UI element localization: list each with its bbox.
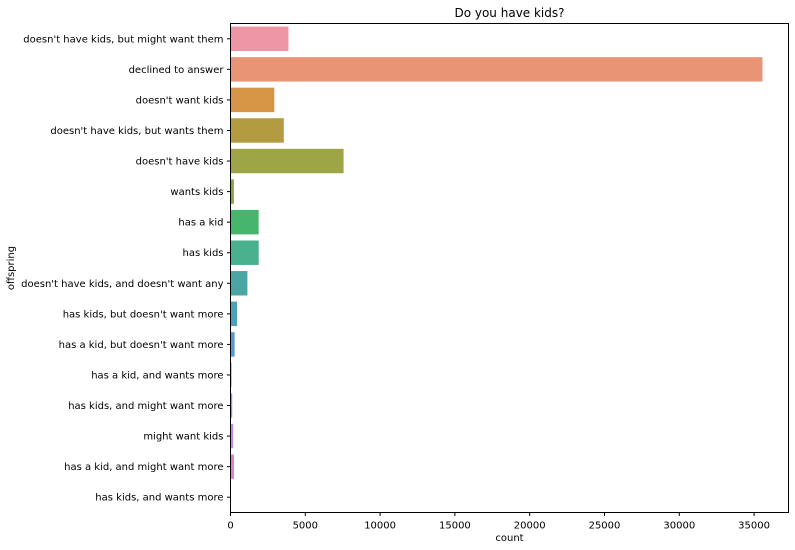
y-tick-label: doesn't have kids, and doesn't want any (21, 279, 223, 290)
bar (230, 87, 275, 113)
bar (230, 393, 233, 418)
y-tick-label: has a kid, and might want more (64, 462, 223, 473)
x-tick-label: 0 (227, 521, 233, 532)
bar (230, 209, 259, 235)
y-tick-label: has kids (183, 248, 224, 259)
y-tick-label: has kids, but doesn't want more (63, 309, 224, 320)
bar (230, 240, 259, 265)
y-tick-label: doesn't want kids (136, 95, 224, 106)
bar (230, 454, 234, 479)
bar (230, 332, 235, 357)
x-tick-label: 25000 (589, 521, 621, 532)
bar (230, 271, 248, 296)
y-tick-labels: doesn't have kids, but might want them de… (21, 34, 231, 504)
bar (230, 179, 234, 204)
x-axis-label: count (495, 533, 523, 544)
x-tick-label: 35000 (738, 521, 770, 532)
y-axis-label: offspring (6, 246, 17, 290)
x-tick-label: 10000 (364, 521, 396, 532)
x-tick-label: 30000 (663, 521, 695, 532)
bar (230, 57, 763, 82)
bars-group (230, 26, 763, 510)
x-tick-label: 5000 (293, 521, 318, 532)
x-ticks: 0 5000 10000 15000 20000 25000 30000 35000 (227, 512, 770, 532)
y-tick-label: has a kid, and wants more (91, 370, 223, 381)
y-tick-label: wants kids (170, 187, 223, 198)
y-tick-label: has a kid (178, 218, 223, 229)
y-tick-label: might want kids (143, 432, 223, 443)
bar (230, 26, 289, 52)
bar (230, 301, 238, 327)
y-tick-label: has kids, and wants more (95, 493, 223, 504)
plot-frame (230, 23, 789, 513)
y-tick-label: doesn't have kids (136, 157, 224, 168)
y-tick-label: has kids, and might want more (68, 401, 223, 412)
bar (230, 423, 234, 449)
chart-title: Do you have kids? (454, 6, 564, 20)
y-tick-label: declined to answer (129, 65, 225, 76)
x-tick-label: 20000 (514, 521, 546, 532)
bar (230, 148, 344, 174)
x-tick-label: 15000 (439, 521, 471, 532)
bar (230, 118, 284, 143)
y-tick-label: has a kid, but doesn't want more (59, 340, 224, 351)
y-tick-label: doesn't have kids, but wants them (50, 126, 223, 137)
y-tick-label: doesn't have kids, but might want them (23, 34, 223, 45)
bar (230, 362, 232, 388)
